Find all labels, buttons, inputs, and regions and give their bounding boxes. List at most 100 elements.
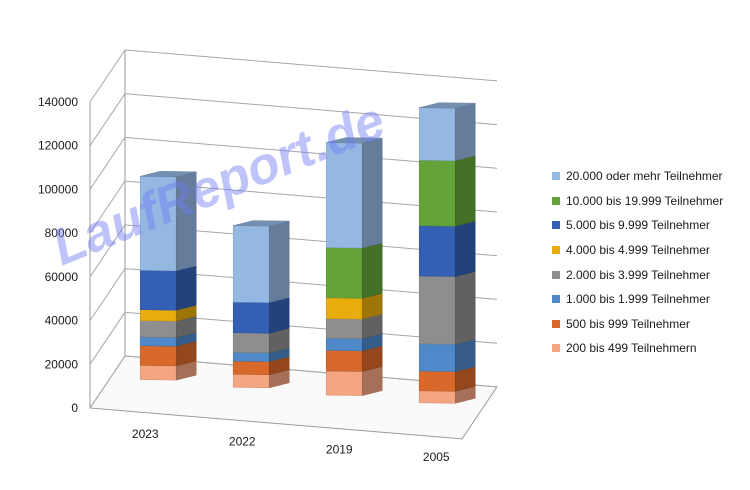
- bar-segment: [418, 155, 476, 227]
- bar-segment: [325, 333, 383, 352]
- bar-top: [419, 102, 476, 109]
- legend-swatch: [552, 295, 560, 304]
- x-tick-label: 2019: [326, 442, 353, 456]
- bar-segment-side: [454, 102, 476, 162]
- y-tick-label: 120000: [38, 139, 78, 153]
- bar-segment-front: [139, 270, 177, 311]
- bar-segment: [139, 265, 197, 311]
- bar-segment-front: [325, 337, 363, 352]
- bar-stack-2019: [325, 137, 383, 396]
- bar-segment: [139, 360, 197, 381]
- bar-segment-front: [325, 350, 363, 372]
- bar-segment-front: [139, 320, 177, 338]
- bar-segment-front: [325, 370, 363, 396]
- legend-label: 10.000 bis 19.999 Teilnehmer: [566, 193, 724, 208]
- chart-bars: [139, 102, 476, 404]
- legend-swatch: [552, 344, 560, 353]
- legend-swatch: [552, 270, 560, 279]
- bar-segment-front: [418, 390, 456, 404]
- x-tick-label: 2022: [229, 435, 256, 449]
- legend-item: 200 bis 499 Teilnehmern: [552, 336, 748, 361]
- y-tick-label: 100000: [38, 182, 78, 196]
- legend-item: 1.000 bis 1.999 Teilnehmer: [552, 287, 748, 312]
- x-tick-label: 2023: [132, 427, 159, 441]
- legend-item: 10.000 bis 19.999 Teilnehmer: [552, 189, 748, 214]
- legend-label: 1.000 bis 1.999 Teilnehmer: [566, 292, 710, 307]
- legend-label: 4.000 bis 4.999 Teilnehmer: [566, 243, 710, 258]
- legend-swatch: [552, 319, 560, 328]
- bar-segment: [418, 366, 476, 392]
- y-axis-tick-labels: 0 20000 40000 60000 80000 100000 120000 140000: [38, 95, 78, 415]
- bar-segment: [232, 327, 290, 354]
- bar-segment-side: [175, 265, 197, 311]
- bar-segment: [325, 366, 383, 396]
- legend-item: 4.000 bis 4.999 Teilnehmer: [552, 238, 748, 263]
- bar-top: [140, 171, 197, 178]
- chart-legend: 20.000 oder mehr Teilnehmer 10.000 bis 19…: [552, 164, 748, 361]
- bar-segment-front: [232, 225, 270, 303]
- bar-segment-front: [139, 365, 177, 381]
- bar-segment-front: [325, 297, 363, 320]
- gridline: [89, 49, 498, 103]
- bar-segment: [232, 297, 290, 334]
- legend-label: 20.000 oder mehr Teilnehmer: [566, 169, 723, 184]
- x-tick-label: 2005: [423, 450, 450, 464]
- y-tick-label: 80000: [45, 226, 79, 240]
- legend-label: 5.000 bis 9.999 Teilnehmer: [566, 218, 710, 233]
- x-axis-tick-labels: 2023 2022 2019 2005: [132, 427, 450, 464]
- bar-segment: [418, 385, 476, 404]
- bar-segment-side: [361, 242, 383, 299]
- bar-segment: [232, 220, 290, 303]
- bar-segment-side: [268, 220, 290, 303]
- bar-segment-front: [232, 332, 270, 354]
- legend-item: 500 bis 999 Teilnehmer: [552, 312, 748, 337]
- bar-segment-front: [418, 225, 456, 277]
- bar-stack-2022: [232, 220, 290, 389]
- bar-segment-front: [418, 370, 456, 392]
- legend-label: 2.000 bis 3.999 Teilnehmer: [566, 267, 710, 282]
- bar-segment-side: [454, 155, 476, 227]
- y-tick-label: 140000: [38, 95, 78, 109]
- bar-segment-side: [454, 271, 476, 345]
- bar-segment: [232, 356, 290, 376]
- bar-segment: [139, 171, 197, 272]
- legend-item: 2.000 bis 3.999 Teilnehmer: [552, 262, 748, 287]
- bar-segment-side: [454, 338, 476, 372]
- gridline: [89, 93, 498, 146]
- legend-item: 20.000 oder mehr Teilnehmer: [552, 164, 748, 189]
- bar-segment: [139, 315, 197, 338]
- y-tick-label: 20000: [45, 357, 79, 371]
- bar-segment-front: [325, 318, 363, 339]
- bar-segment: [232, 369, 290, 389]
- bar-segment-front: [232, 373, 270, 389]
- bar-top: [233, 220, 290, 227]
- bar-segment-front: [139, 336, 177, 347]
- legend-swatch: [552, 196, 560, 205]
- bar-top: [326, 137, 383, 144]
- bar-segment-front: [139, 345, 177, 367]
- bar-segment: [139, 340, 197, 367]
- bar-segment-front: [418, 275, 456, 345]
- bar-stack-2023: [139, 171, 197, 381]
- bar-segment-front: [418, 343, 456, 372]
- bar-segment-front: [325, 247, 363, 299]
- bar-segment: [418, 271, 476, 345]
- bar-segment-front: [418, 159, 456, 227]
- bar-segment-front: [139, 309, 177, 322]
- bar-segment: [418, 102, 476, 162]
- y-tick-label: 60000: [45, 270, 79, 284]
- bar-segment-front: [232, 352, 270, 362]
- y-tick-label: 40000: [45, 314, 79, 328]
- legend-item: 5.000 bis 9.999 Teilnehmer: [552, 213, 748, 238]
- bar-segment: [325, 137, 383, 249]
- bar-segment-side: [454, 220, 476, 277]
- bar-stack-2005: [418, 102, 476, 404]
- legend-swatch: [552, 221, 560, 230]
- bar-segment-front: [418, 107, 456, 161]
- bar-segment: [418, 220, 476, 277]
- legend-swatch: [552, 172, 560, 181]
- legend-swatch: [552, 246, 560, 255]
- legend-label: 200 bis 499 Teilnehmern: [566, 341, 697, 356]
- bar-segment-side: [268, 297, 290, 334]
